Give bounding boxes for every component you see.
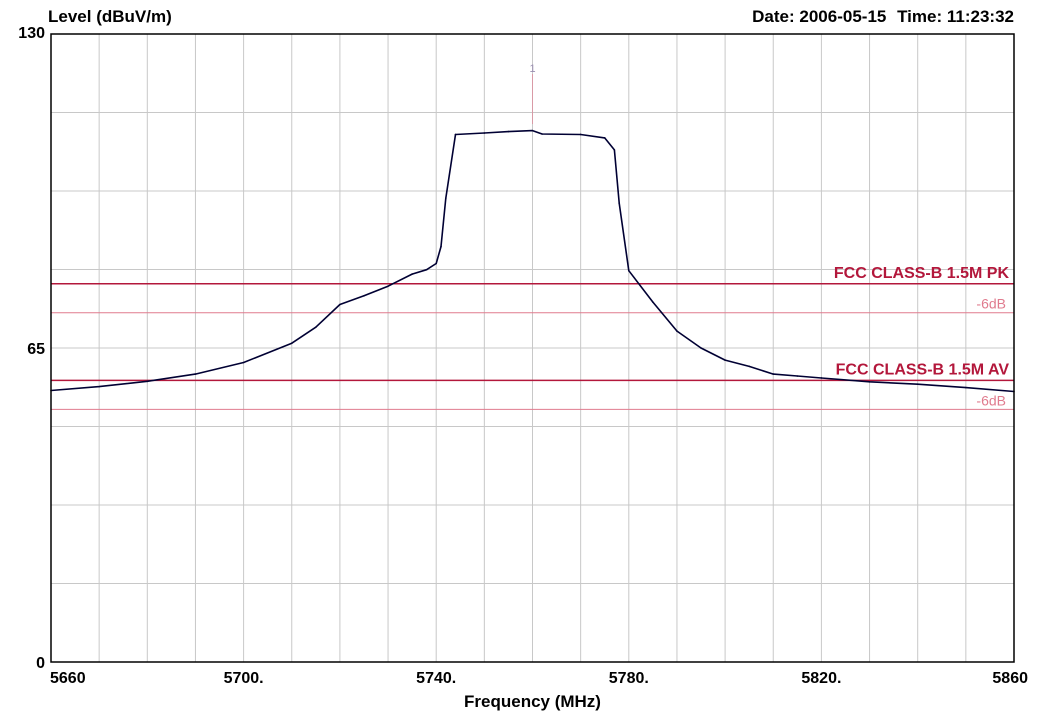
trace-point	[541, 133, 543, 135]
x-tick-label: 5860	[992, 670, 1028, 687]
trace-point	[724, 359, 726, 361]
trace-point	[676, 330, 678, 332]
trace-point	[146, 380, 149, 383]
trace-point	[796, 375, 799, 377]
limit-lines: -6dB -6dB FCC CLASS-B 1.5M PK FCC CLASS-B 1…	[51, 265, 1014, 410]
trace-point	[507, 130, 510, 133]
time-value: 11:23:32	[946, 7, 1014, 26]
date-label: Date:	[752, 7, 795, 26]
limit-line-label: FCC CLASS-B 1.5M PK	[834, 265, 1010, 282]
series: 1	[50, 63, 1015, 393]
margin-line-label: -6dB	[976, 296, 1006, 312]
trace-point	[435, 262, 438, 265]
trace-point	[652, 301, 654, 303]
trace-point	[628, 269, 630, 272]
limit-line-label: FCC CLASS-B 1.5M AV	[836, 361, 1010, 378]
y-tick-label: 0	[36, 655, 45, 672]
trace-point	[98, 385, 100, 388]
grid	[51, 34, 1014, 662]
y-tick-label: 65	[27, 341, 45, 358]
x-tick-label: 5820.	[801, 670, 841, 687]
y-tick-label: 130	[18, 25, 45, 42]
y-axis-title: Level (dBuV/m)	[48, 7, 172, 26]
trace-point	[965, 386, 967, 389]
x-axis-title: Frequency (MHz)	[464, 692, 601, 711]
trace-point	[411, 273, 413, 275]
date-value: 2006-05-15	[799, 7, 887, 26]
trace-point	[748, 365, 750, 368]
trace-point	[363, 295, 365, 297]
trace-point	[916, 383, 919, 386]
marker-label: 1	[529, 63, 535, 75]
trace-point	[445, 197, 447, 200]
margin-line-label: -6dB	[976, 392, 1006, 408]
trace-point	[820, 377, 823, 379]
trace-point	[387, 285, 389, 287]
trace-point	[339, 303, 341, 306]
trace-point	[440, 245, 442, 248]
trace-point	[868, 381, 871, 383]
trace-point	[603, 137, 606, 139]
x-tick-label: 5740.	[416, 670, 456, 687]
axes: 5660 5700. 5740. 5780. 5820. 5860 130 65 0 Freque…	[18, 25, 1028, 711]
trace-point	[194, 373, 197, 375]
trace-point	[772, 373, 775, 375]
x-tick-label: 5700.	[224, 670, 264, 687]
trace-point	[531, 129, 534, 132]
trace-point	[290, 342, 293, 344]
trace-point	[483, 132, 486, 134]
trace-point	[579, 133, 582, 136]
time-label: Time:	[897, 7, 943, 26]
x-tick-label: 5660	[50, 670, 86, 687]
trace-point	[613, 149, 616, 151]
timestamp: Date: 2006-05-15 Time: 11:23:32	[752, 7, 1014, 27]
trace-point	[315, 326, 317, 329]
trace-point	[242, 361, 245, 364]
plot-frame	[50, 33, 1015, 663]
trace-point	[700, 347, 702, 349]
x-tick-label: 5780.	[609, 670, 649, 687]
trace-point	[618, 202, 620, 204]
trace-point	[454, 133, 457, 136]
trace-point	[425, 268, 428, 271]
